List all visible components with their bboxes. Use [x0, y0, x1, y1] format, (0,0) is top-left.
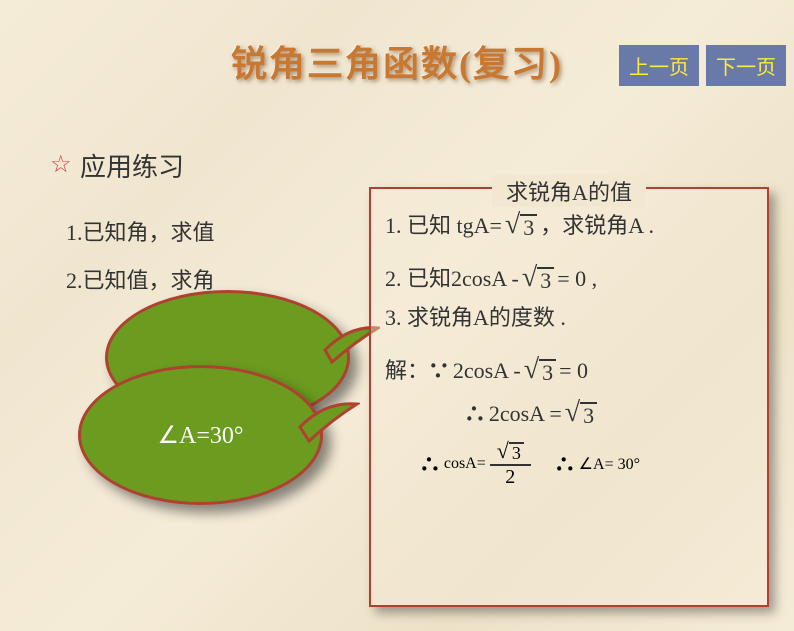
step2-pre: 2cosA = — [489, 397, 562, 430]
therefore-icon — [555, 455, 573, 473]
sqrt-icon: √3 — [565, 399, 597, 428]
problem-2-line1: 2. 已知2cosA - √3 = 0 , — [385, 262, 753, 295]
sqrt-icon: √3 — [524, 356, 556, 385]
fraction: √3 2 — [490, 440, 531, 489]
list-item-2: 2.已知值，求角 — [66, 263, 215, 295]
problem-2-line2: 3. 求锐角A的度数 . — [385, 301, 753, 334]
therefore-icon — [420, 455, 438, 473]
sqrt-icon: √3 — [497, 440, 524, 464]
solution-step2: 2cosA = √3 — [385, 397, 753, 430]
line2-post: = 0 , — [557, 262, 597, 295]
list-item-1: 1.已知角，求值 — [66, 215, 215, 247]
line1-post: ，求锐角A . — [540, 209, 654, 242]
step1-post: = 0 — [559, 354, 588, 387]
example-panel: 求锐角A的值 1. 已知 tgA= √3 ，求锐角A . 2. 已知2cosA … — [369, 187, 769, 607]
solution-step3: cosA= √3 2 ∠A= 30° — [385, 440, 753, 489]
step1-pre: 2cosA - — [453, 354, 521, 387]
next-page-button[interactable]: 下一页 — [706, 45, 786, 86]
bubble-answer-text: ∠A=30° — [158, 421, 244, 450]
result-text: ∠A= 30° — [579, 454, 640, 474]
problem-1: 1. 已知 tgA= √3 ，求锐角A . — [385, 209, 753, 242]
line2-pre: 2. 已知2cosA - — [385, 262, 519, 295]
solution-step1: 解： 2cosA - √3 = 0 — [385, 354, 753, 387]
line1-pre: 1. 已知 tgA= — [385, 209, 502, 242]
bubble-tail-front-icon — [295, 395, 360, 445]
section-label: 应用练习 — [80, 147, 184, 184]
sqrt-icon: √3 — [522, 264, 554, 293]
sqrt-icon: √3 — [505, 211, 537, 240]
step3-pre: cosA= — [444, 455, 486, 473]
sol-label: 解： — [385, 354, 429, 387]
panel-heading: 求锐角A的值 — [492, 175, 646, 207]
therefore-icon — [465, 404, 483, 422]
star-icon: ☆ — [50, 150, 72, 179]
speech-bubble-front: ∠A=30° — [78, 365, 323, 505]
prev-page-button[interactable]: 上一页 — [619, 45, 699, 86]
because-icon — [429, 361, 447, 379]
